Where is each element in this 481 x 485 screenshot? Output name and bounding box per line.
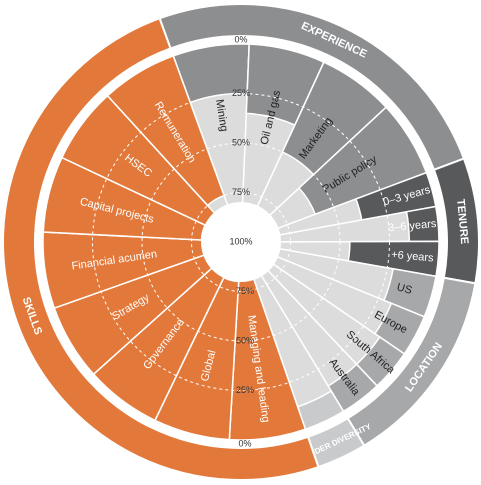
y-tick-label: 25% — [232, 88, 250, 98]
y-tick-label: 50% — [232, 137, 250, 147]
category-label: US — [395, 281, 413, 297]
y-tick-label: 0% — [238, 438, 251, 448]
grid-line — [141, 142, 341, 342]
y-tick-label: 75% — [236, 286, 254, 296]
y-tick-label: 100% — [229, 236, 252, 246]
category-label: 3–6 years — [388, 218, 438, 234]
group-ring — [2, 17, 320, 481]
category-label: Mining — [213, 99, 230, 133]
grid-line — [191, 192, 291, 292]
y-tick-label: 75% — [232, 187, 250, 197]
y-tick-label: 25% — [236, 385, 254, 395]
category-label: +6 years — [391, 249, 435, 265]
grid-line — [92, 93, 390, 391]
group-label: TENURE — [454, 199, 470, 245]
y-tick-label: 0% — [234, 34, 247, 44]
y-tick-label: 50% — [236, 335, 254, 345]
center-disc — [201, 202, 281, 282]
